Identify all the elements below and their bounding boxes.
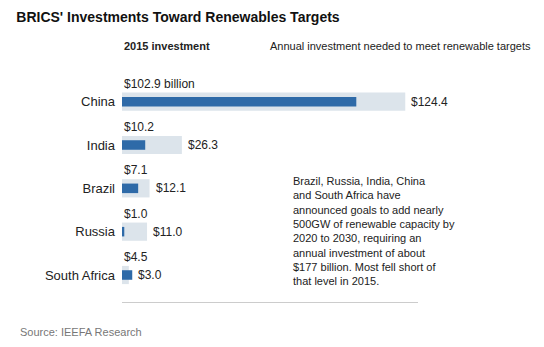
svg-text:$7.1: $7.1 <box>124 163 148 177</box>
svg-text:$102.9 billion: $102.9 billion <box>124 77 195 91</box>
svg-text:India: India <box>87 138 116 153</box>
svg-text:$4.5: $4.5 <box>124 250 148 264</box>
svg-text:Source: IEEFA Research: Source: IEEFA Research <box>20 326 142 338</box>
svg-text:Russia: Russia <box>75 224 116 239</box>
svg-text:$124.4: $124.4 <box>411 95 448 109</box>
svg-text:$26.3: $26.3 <box>188 138 218 152</box>
svg-text:$1.0: $1.0 <box>124 207 148 221</box>
svg-text:China: China <box>81 94 116 109</box>
svg-text:$11.0: $11.0 <box>153 225 182 239</box>
svg-text:Brazil: Brazil <box>82 181 115 196</box>
svg-text:2015 investment: 2015 investment <box>124 40 210 52</box>
svg-text:Annual investment needed to me: Annual investment needed to meet renewab… <box>270 40 531 52</box>
svg-text:$3.0: $3.0 <box>138 268 162 282</box>
svg-text:$10.2: $10.2 <box>124 120 154 134</box>
svg-text:BRICS' Investments Toward Rene: BRICS' Investments Toward Renewables Tar… <box>16 9 340 25</box>
svg-text:South Africa: South Africa <box>45 268 116 283</box>
svg-text:Brazil, Russia, India, Chinaan: Brazil, Russia, India, Chinaand South Af… <box>293 175 455 287</box>
svg-text:$12.1: $12.1 <box>156 181 186 195</box>
